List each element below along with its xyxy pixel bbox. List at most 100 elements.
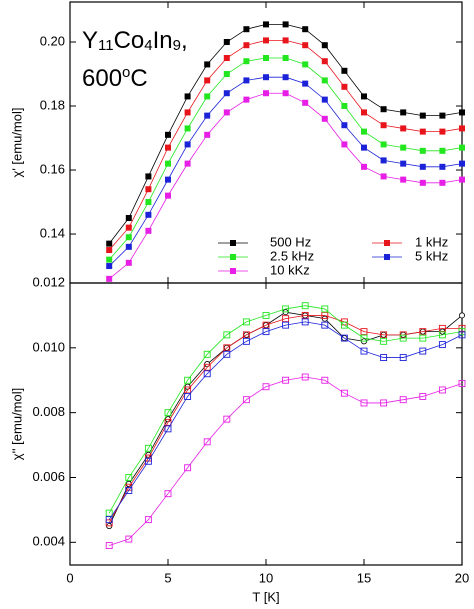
annotation-part: Co [114, 27, 145, 54]
marker [223, 331, 231, 339]
annotation-part: 4 [144, 37, 152, 54]
marker [321, 376, 329, 384]
marker [230, 254, 236, 260]
marker [301, 318, 309, 326]
marker [438, 331, 446, 339]
marker [459, 144, 465, 151]
y-tick-label: 0.20 [40, 33, 65, 48]
marker [282, 37, 289, 44]
x-tick-label: 5 [164, 570, 171, 585]
marker [380, 399, 388, 407]
marker [380, 173, 387, 180]
marker [223, 109, 230, 116]
marker [184, 93, 191, 100]
marker [243, 42, 250, 49]
marker [242, 331, 250, 339]
marker [242, 318, 250, 326]
marker [341, 67, 348, 74]
marker [361, 163, 367, 170]
marker [321, 115, 328, 122]
y-tick-label: 0.18 [40, 97, 65, 112]
marker [282, 74, 289, 81]
marker [145, 211, 152, 218]
series-line [108, 321, 463, 520]
marker [340, 389, 348, 397]
marker [204, 131, 211, 138]
marker [282, 321, 290, 329]
marker [360, 328, 368, 336]
marker [184, 392, 192, 400]
marker [384, 254, 390, 260]
marker [321, 58, 328, 65]
marker [230, 240, 236, 246]
marker [321, 42, 328, 49]
marker [125, 474, 133, 481]
marker [419, 179, 426, 186]
marker [263, 21, 269, 28]
x-axis-label: T [K] [252, 589, 279, 604]
marker [203, 438, 211, 446]
marker [282, 21, 289, 28]
marker [106, 256, 113, 263]
marker [204, 61, 211, 68]
legend-label: 2.5 kHz [270, 248, 314, 263]
marker [263, 90, 269, 97]
marker [419, 147, 426, 154]
annotation-part: o [122, 64, 130, 81]
marker [341, 141, 348, 148]
marker [361, 109, 367, 116]
marker [106, 275, 113, 282]
marker [223, 55, 230, 62]
marker [184, 464, 192, 472]
marker [282, 376, 290, 384]
series-line [109, 376, 463, 546]
annotation-part: Y [82, 27, 98, 54]
marker [380, 354, 388, 362]
x-tick-label: 0 [66, 570, 73, 585]
marker [165, 144, 171, 151]
marker [459, 109, 465, 116]
marker [282, 305, 290, 313]
annotation-part: C [130, 65, 147, 92]
marker [340, 334, 348, 342]
marker [145, 186, 152, 193]
marker [105, 542, 113, 550]
marker [145, 227, 152, 234]
marker [204, 77, 211, 84]
y-tick-label: 0.012 [32, 274, 65, 289]
marker [263, 55, 269, 62]
marker [263, 74, 269, 81]
marker [380, 157, 387, 164]
y-axis-label: χ'' [emu/mol] [9, 388, 24, 460]
annotation: 600oC [82, 64, 148, 92]
marker [458, 312, 465, 319]
marker [165, 160, 171, 167]
marker [341, 103, 348, 110]
marker [341, 83, 348, 90]
marker [106, 240, 113, 247]
marker [164, 490, 172, 498]
series-line [108, 311, 463, 527]
marker [242, 396, 250, 404]
marker [419, 328, 427, 336]
marker [106, 247, 113, 254]
marker [399, 334, 407, 342]
marker [439, 147, 446, 154]
marker [399, 354, 407, 362]
marker [438, 386, 446, 394]
marker [438, 324, 446, 332]
y-tick-label: 0.14 [40, 225, 65, 240]
marker [439, 128, 446, 135]
marker [419, 128, 426, 135]
marker [243, 58, 250, 65]
marker [400, 144, 407, 151]
x-tick-label: 15 [357, 570, 371, 585]
marker [302, 61, 309, 68]
marker [262, 328, 270, 336]
marker [106, 263, 113, 270]
marker [230, 268, 236, 274]
marker [302, 99, 309, 106]
legend-label: 500 Hz [270, 234, 311, 249]
marker [165, 176, 171, 183]
marker [184, 386, 192, 394]
